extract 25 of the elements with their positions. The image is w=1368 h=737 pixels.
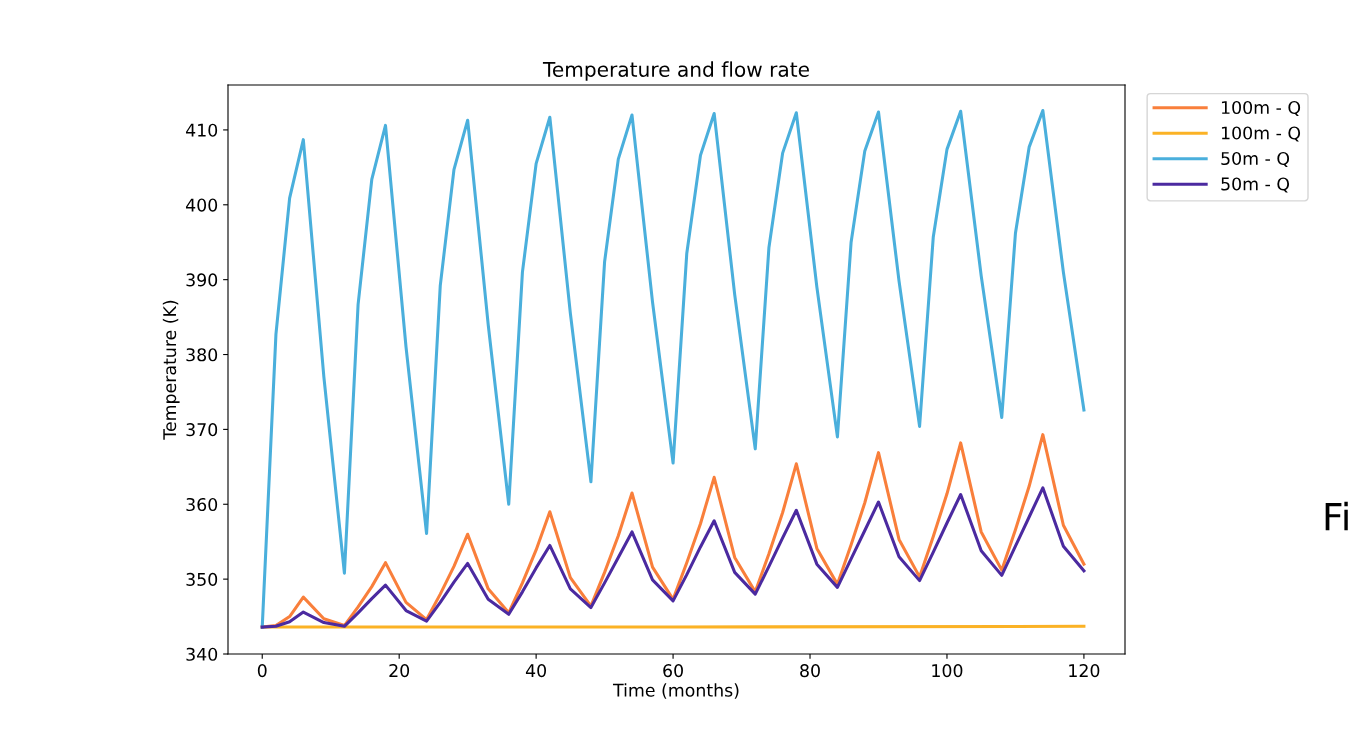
y-tick-label: 410 — [185, 123, 218, 137]
y-tick-label: 360 — [186, 497, 218, 512]
legend-label: 50m - Q — [1221, 151, 1290, 168]
y-tick-label: 400 — [185, 198, 218, 212]
x-tick-label: 60 — [663, 664, 683, 678]
line-series — [260, 108, 1086, 629]
legend-label: 100m - Q — [1221, 126, 1301, 142]
y-axis-title: Temperature (K) — [162, 300, 180, 440]
legend-label: 100m - Q — [1221, 100, 1301, 117]
y-tick-label: 380 — [186, 348, 218, 362]
line-series — [260, 486, 1086, 629]
x-axis-title: Time (months) — [612, 683, 739, 699]
text: Fi — [1325, 501, 1348, 531]
chart-title: Temperature and flow rate — [542, 61, 809, 81]
x-tick-label: 20 — [389, 664, 410, 678]
y-tick-label: 350 — [186, 572, 218, 586]
y-tick-label: 340 — [186, 647, 218, 661]
x-tick-label: 120 — [1069, 664, 1100, 678]
y-tick-label: 390 — [186, 273, 218, 287]
legend-label: 50m - Q — [1221, 177, 1290, 193]
y-tick-label: 370 — [186, 423, 218, 437]
x-tick-label: 0 — [257, 664, 267, 678]
x-tick-label: 40 — [525, 664, 547, 678]
x-tick-label: 100 — [932, 664, 963, 678]
x-tick-label: 80 — [800, 664, 820, 678]
